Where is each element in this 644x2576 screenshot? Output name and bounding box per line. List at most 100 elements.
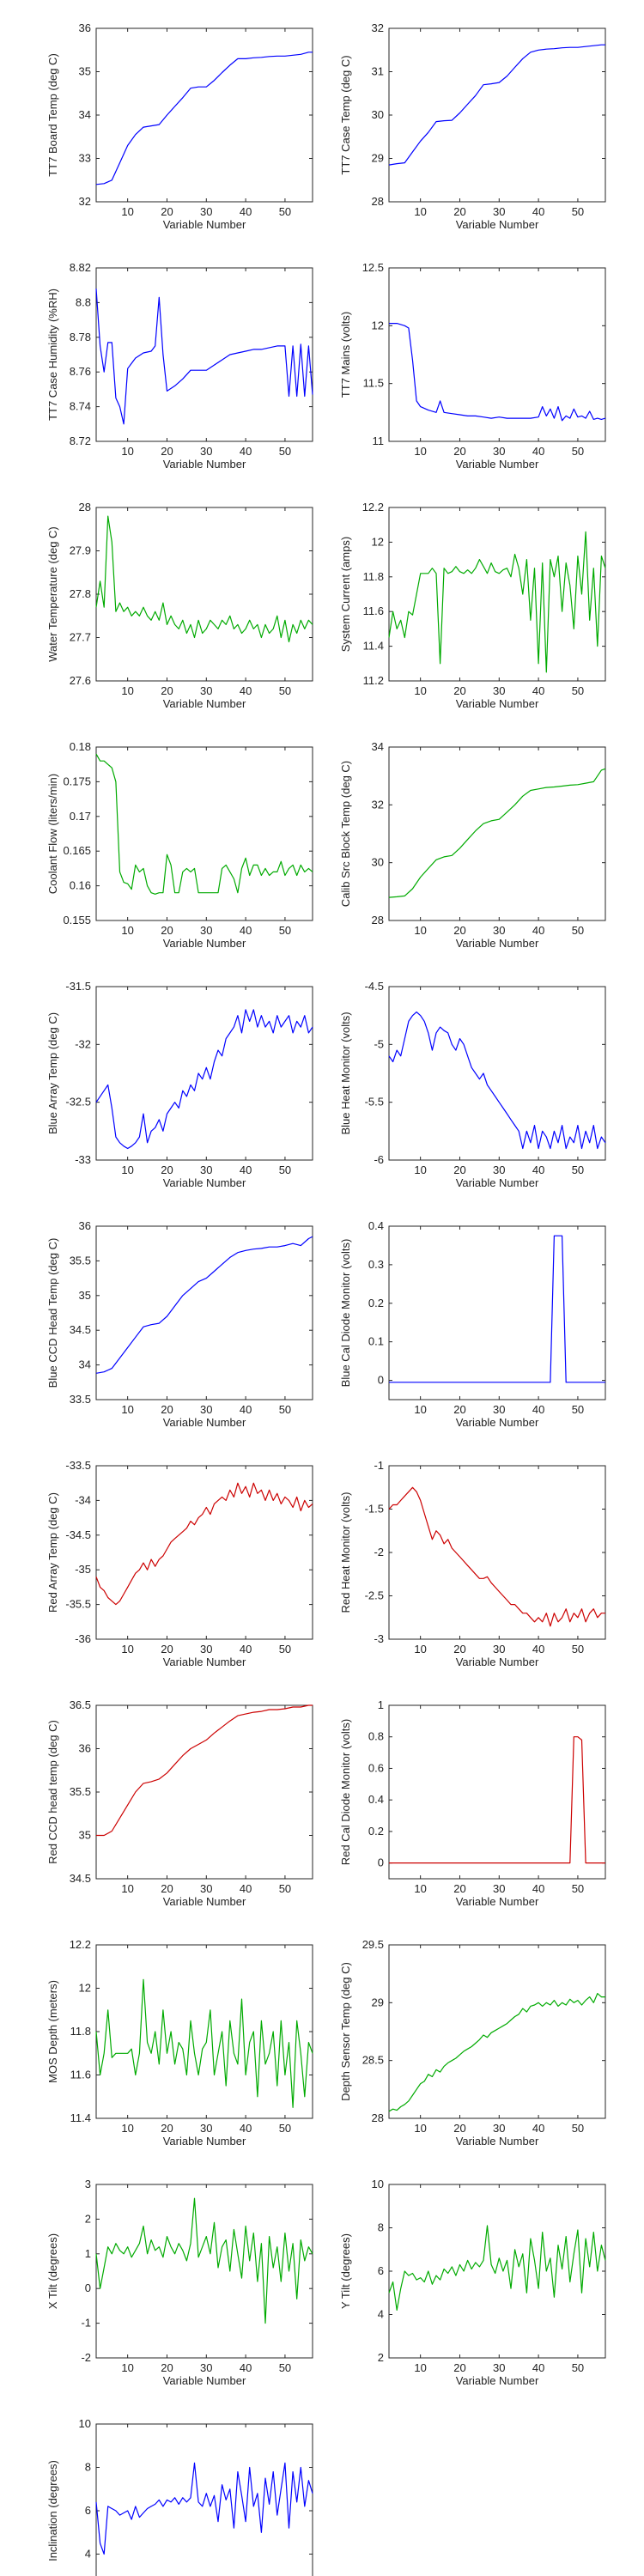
x-tick-label: 40: [240, 1882, 252, 1895]
x-tick-label: 40: [532, 1882, 544, 1895]
x-tick-label: 20: [453, 1643, 465, 1656]
x-tick-label: 40: [240, 1403, 252, 1416]
y-tick-label: 27.8: [70, 587, 91, 600]
y-tick-label: 28: [372, 914, 384, 927]
x-tick-label: 40: [240, 2122, 252, 2135]
y-tick-label: 11.5: [363, 377, 384, 390]
x-tick-label: 30: [493, 1882, 505, 1895]
x-tick-label: 50: [572, 1643, 584, 1656]
series-line: [95, 52, 313, 185]
x-axis-label: Variable Number: [456, 218, 539, 231]
x-axis-label: Variable Number: [163, 1656, 246, 1668]
y-tick-label: 11: [373, 434, 385, 447]
x-axis-label: Variable Number: [163, 1416, 246, 1429]
x-tick-label: 20: [453, 684, 465, 697]
x-tick-label: 10: [121, 1403, 133, 1416]
y-tick-label: -33.5: [65, 1459, 91, 1472]
x-tick-label: 20: [161, 1403, 173, 1416]
y-tick-label: 8.76: [70, 365, 91, 378]
y-axis-label: Coolant Flow (liters/min): [46, 774, 59, 894]
y-tick-label: 34: [372, 740, 384, 753]
x-tick-label: 50: [279, 924, 291, 937]
x-tick-label: 30: [200, 1882, 212, 1895]
x-tick-label: 50: [279, 1882, 291, 1895]
series-line: [95, 2197, 313, 2324]
chart-panel: 28 28.5 29 29.5 10 20 30 40 50 Variable Number Dep…: [339, 1938, 606, 2148]
y-tick-label: 6: [85, 2504, 91, 2517]
x-tick-label: 30: [493, 924, 505, 937]
plot-frame: [388, 1704, 606, 1880]
y-tick-label: 33: [79, 152, 91, 165]
chart-panel: -2 -1 0 1 2 3 10 20 30 40 50 Variable Number X Tilt …: [46, 2178, 313, 2387]
y-tick-label: -2: [81, 2351, 91, 2364]
x-tick-label: 20: [161, 684, 173, 697]
y-tick-label: 8.72: [70, 434, 91, 447]
series-line: [388, 1011, 606, 1150]
y-axis-label: System Current (amps): [339, 537, 352, 652]
series-line: [95, 1482, 313, 1606]
chart-panel: 0 0.2 0.4 0.6 0.8 1 10 20 30 40 50 Variable Number R…: [339, 1698, 606, 1908]
x-tick-label: 20: [453, 2361, 465, 2374]
y-tick-label: -6: [374, 1153, 384, 1166]
x-tick-label: 20: [453, 445, 465, 458]
x-tick-label: 30: [493, 2122, 505, 2135]
chart-panel: 33.5 34 34.5 35 35.5 36 10 20 30 40 50 Variable Num…: [46, 1219, 313, 1429]
y-tick-label: 8.78: [70, 331, 91, 343]
y-tick-label: 35.5: [70, 1254, 91, 1267]
x-tick-label: 10: [414, 1643, 426, 1656]
series-line: [388, 531, 606, 673]
x-tick-label: 30: [200, 2122, 212, 2135]
y-tick-label: 29.5: [362, 1938, 384, 1951]
plot-frame: [95, 1225, 313, 1400]
y-tick-label: 10: [79, 2417, 91, 2430]
x-tick-label: 20: [161, 205, 173, 218]
x-tick-label: 20: [161, 2122, 173, 2135]
y-tick-label: 29: [372, 1996, 384, 2008]
x-tick-label: 50: [279, 1163, 291, 1176]
x-tick-label: 30: [200, 2361, 212, 2374]
y-axis-label: Red Heat Monitor (volts): [339, 1492, 352, 1613]
x-axis-label: Variable Number: [456, 1176, 539, 1189]
y-tick-label: -1.5: [365, 1503, 384, 1516]
x-tick-label: 50: [279, 2122, 291, 2135]
plot-frame: [388, 2184, 606, 2359]
x-tick-label: 10: [121, 924, 133, 937]
x-tick-label: 30: [493, 1163, 505, 1176]
x-tick-label: 50: [572, 205, 584, 218]
y-tick-label: 1: [378, 1698, 384, 1711]
y-tick-label: -36: [75, 1632, 91, 1645]
y-tick-label: 27.6: [70, 674, 91, 687]
y-tick-label: 34: [79, 108, 91, 121]
y-tick-label: 0: [378, 1856, 384, 1869]
y-tick-label: -4.5: [365, 980, 384, 993]
x-tick-label: 50: [572, 1882, 584, 1895]
x-axis-label: Variable Number: [456, 697, 539, 710]
x-axis-label: Variable Number: [456, 1656, 539, 1668]
y-tick-label: -2: [374, 1546, 384, 1558]
plot-frame: [95, 267, 313, 442]
y-tick-label: 0.2: [368, 1297, 384, 1309]
x-tick-label: 10: [414, 445, 426, 458]
y-tick-label: 30: [372, 108, 384, 121]
x-tick-label: 20: [453, 924, 465, 937]
x-axis-label: Variable Number: [163, 2374, 246, 2387]
x-tick-label: 30: [200, 1163, 212, 1176]
series-line: [388, 768, 606, 898]
x-tick-label: 20: [453, 1403, 465, 1416]
x-axis-label: Variable Number: [456, 1416, 539, 1429]
x-tick-label: 30: [493, 2361, 505, 2374]
y-tick-label: 11.8: [70, 2025, 91, 2038]
plot-frame: [388, 507, 606, 682]
y-tick-label: 28: [372, 2111, 384, 2124]
x-tick-label: 30: [200, 684, 212, 697]
y-tick-label: 11.2: [363, 674, 384, 687]
x-tick-label: 20: [161, 924, 173, 937]
y-tick-label: 2: [378, 2351, 384, 2364]
y-tick-label: 35: [79, 1829, 91, 1842]
y-tick-label: 36: [79, 1742, 91, 1755]
y-tick-label: 8.74: [70, 400, 91, 413]
y-tick-label: 32: [372, 21, 384, 34]
x-tick-label: 40: [532, 1403, 544, 1416]
y-tick-label: 12.5: [362, 261, 384, 274]
y-tick-label: 35: [79, 65, 91, 78]
